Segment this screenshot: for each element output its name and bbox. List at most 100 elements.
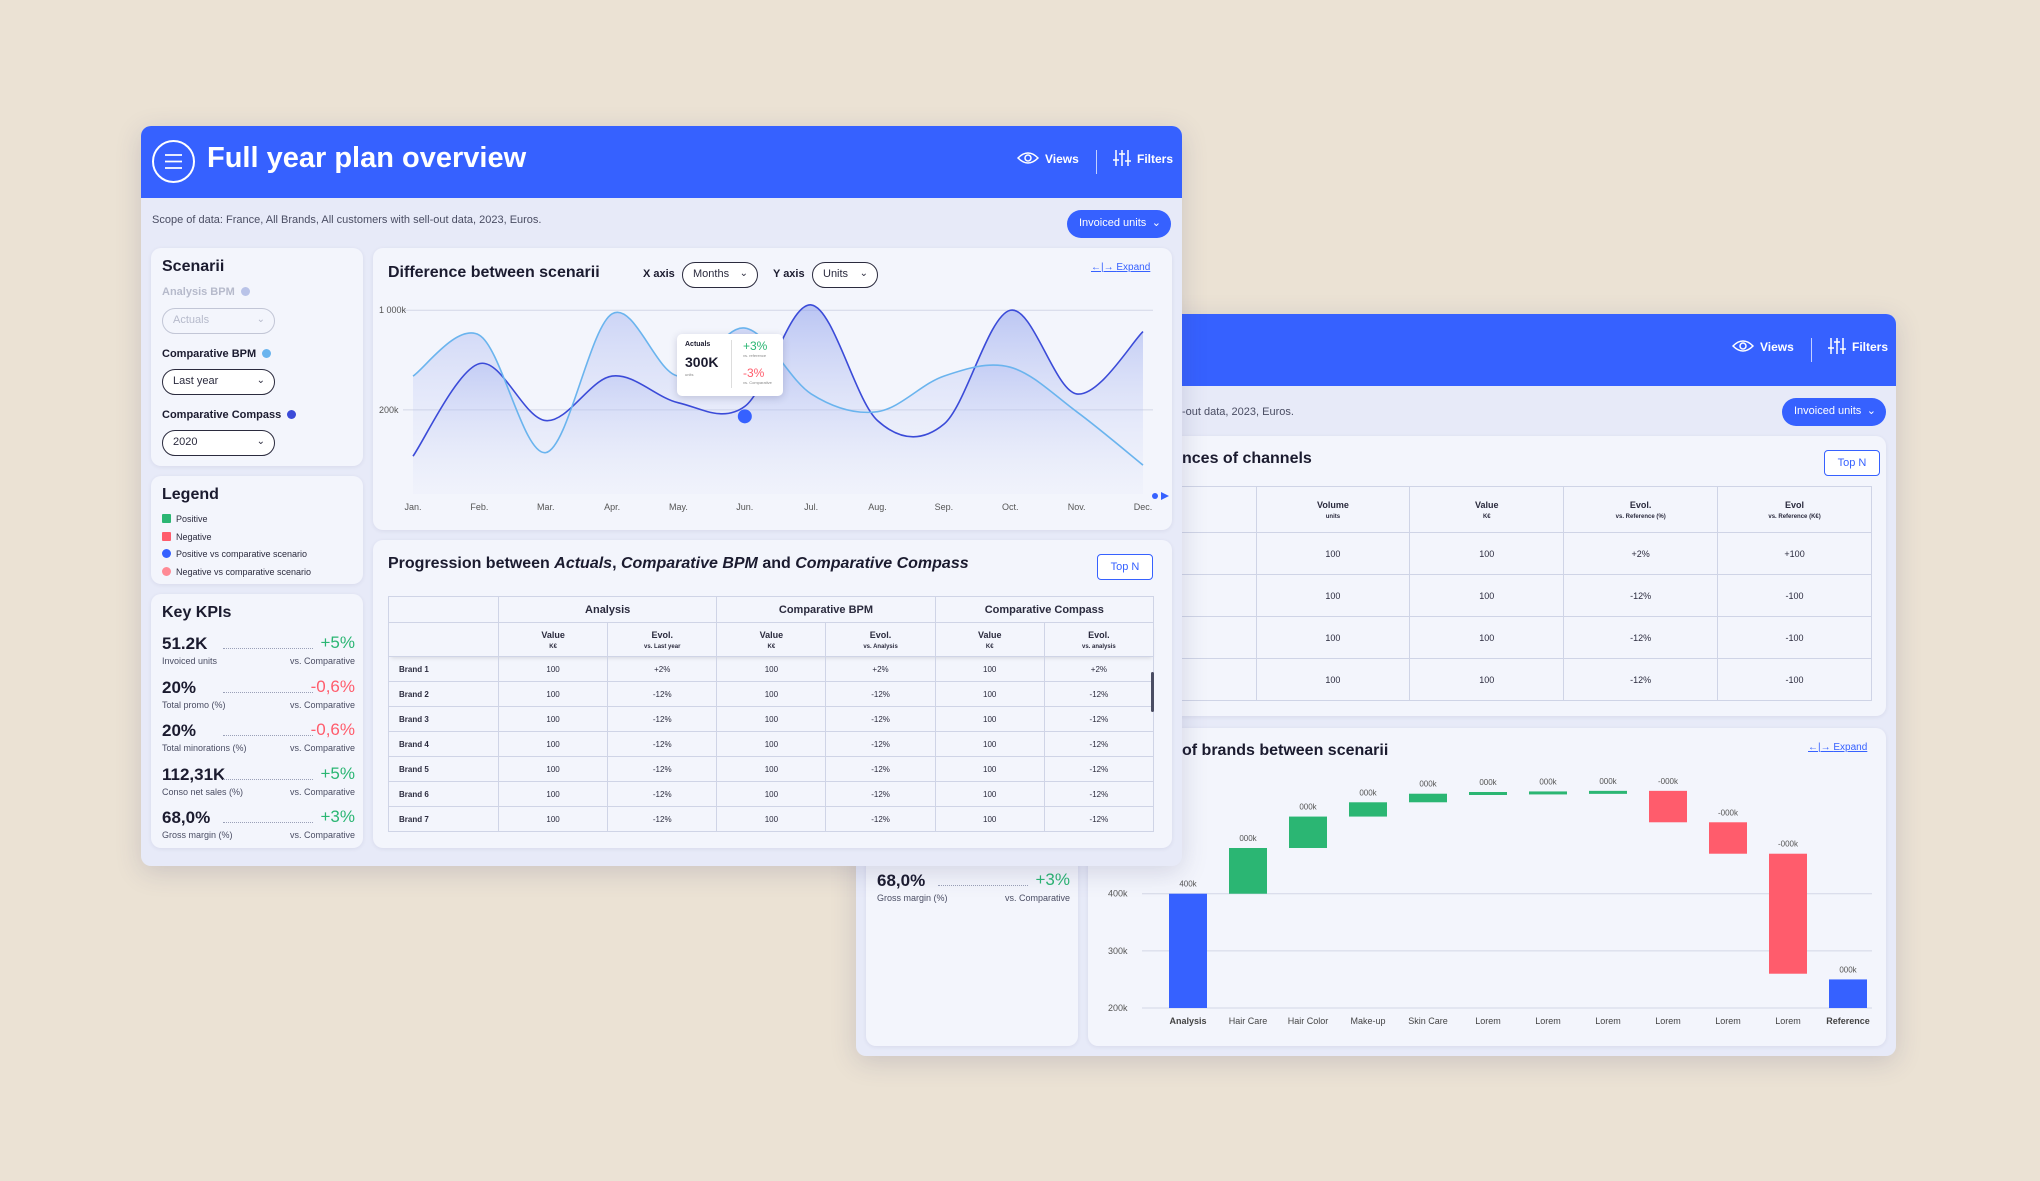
col-title: Volume xyxy=(1317,499,1349,510)
table-row[interactable]: Brand 3 100 -12% 100 -12% 100 -12% xyxy=(388,706,1155,732)
x-tick-label: Analysis xyxy=(1169,1016,1206,1026)
cell: 100 xyxy=(497,656,609,682)
compass-select[interactable]: 2020 ⌄ xyxy=(162,430,275,456)
table-row[interactable]: Brand 1 100 +2% 100 +2% 100 +2% xyxy=(388,656,1155,682)
tooltip-value: 300K xyxy=(685,354,719,370)
filters-button[interactable]: Filters xyxy=(1113,150,1174,166)
compass-value: 2020 xyxy=(173,436,198,448)
cell: 100 xyxy=(497,806,609,832)
cell: -12% xyxy=(1043,781,1155,807)
views-button[interactable]: Views xyxy=(1017,152,1079,166)
x-tick-label: Hair Color xyxy=(1288,1016,1329,1026)
table-row[interactable]: Brand 5 100 -12% 100 -12% 100 -12% xyxy=(388,756,1155,782)
kpi-label: Gross margin (%) xyxy=(877,892,948,903)
main-header-bar: Full year plan overview Views Filters xyxy=(141,126,1182,198)
back-filters-button[interactable]: Filters xyxy=(1828,338,1888,354)
waterfall-expand-link[interactable]: ←|→ Expand xyxy=(1808,742,1867,753)
expand-label: Expand xyxy=(1833,742,1868,753)
brand-cell: Brand 3 xyxy=(388,706,499,732)
data-label: 000k xyxy=(1599,777,1617,786)
kpi-comparison: vs. Comparative xyxy=(289,830,355,840)
data-label: 000k xyxy=(1839,965,1857,974)
cell: 100 xyxy=(716,656,827,682)
progression-title-part: , xyxy=(612,555,621,572)
kpi-item: 20% -0,6% Total minorations (%) vs. Compara… xyxy=(151,720,363,761)
table-row[interactable]: 100 100 +2% +100 xyxy=(1182,532,1872,575)
filters-label: Filters xyxy=(1137,152,1174,166)
back-unit-select[interactable]: Invoiced units ⌄ xyxy=(1782,398,1886,426)
progression-topn-button[interactable]: Top N xyxy=(1097,554,1153,580)
compass-label: Comparative Compass xyxy=(162,409,297,421)
cell: 100 xyxy=(497,731,609,757)
sub-header-title: Value xyxy=(541,629,565,640)
cell: -12% xyxy=(825,781,936,807)
kpi-label: Conso net sales (%) xyxy=(162,786,244,797)
kpi-value: 20% xyxy=(162,677,197,697)
brand-cell: Brand 4 xyxy=(388,731,499,757)
cell: +2% xyxy=(607,656,718,682)
header-divider xyxy=(1096,150,1097,174)
table-row[interactable]: 100 100 -12% -100 xyxy=(1182,574,1872,617)
group-header: Comparative BPM xyxy=(716,596,936,623)
brand-sub-header xyxy=(388,622,499,657)
kpi-comparison: vs. Comparative xyxy=(289,786,355,797)
scenarii-card: Scenarii Analysis BPM Actuals ⌄ Comparati… xyxy=(151,248,363,466)
back-views-button[interactable]: Views xyxy=(1732,340,1794,354)
cell: -12% xyxy=(1563,616,1719,659)
expand-link[interactable]: ←|→ Expand xyxy=(1091,262,1150,273)
progression-title-part: Comparative BPM xyxy=(620,555,758,572)
kpi-value: 68,0% xyxy=(162,808,211,827)
kpi-delta: +3% xyxy=(320,807,356,826)
sub-header-caption: vs. Last year xyxy=(644,643,681,650)
x-axis-label: X axis xyxy=(643,268,675,280)
cell: 100 xyxy=(497,781,609,807)
legend-item: Positive xyxy=(162,514,208,524)
kpi-dotted-line xyxy=(938,884,1028,886)
y-axis-select[interactable]: Units ⌄ xyxy=(812,262,878,288)
chevron-down-icon: ⌄ xyxy=(1866,405,1876,417)
cell: 100 xyxy=(1255,532,1411,575)
sub-header: Value K€ xyxy=(716,622,827,657)
menu-button[interactable] xyxy=(152,140,195,183)
legend-square-icon xyxy=(162,531,171,541)
kpi-dotted-line xyxy=(223,691,313,693)
back-unit-select-label: Invoiced units xyxy=(1794,405,1862,417)
analysis-bpm-select: Actuals ⌄ xyxy=(162,308,275,334)
chevron-down-icon: ⌄ xyxy=(1151,217,1161,229)
waterfall-bar xyxy=(1229,848,1267,894)
cell: 100 xyxy=(934,706,1045,732)
unit-select[interactable]: Invoiced units ⌄ xyxy=(1067,210,1171,238)
data-label: 000k xyxy=(1539,777,1557,786)
legend-label: Positive xyxy=(176,514,208,524)
cell: -12% xyxy=(825,681,936,707)
x-axis-select[interactable]: Months ⌄ xyxy=(682,262,758,288)
kpi-comparison: vs. Comparative xyxy=(289,656,355,666)
waterfall-bar xyxy=(1709,822,1747,854)
x-tick-label: Lorem xyxy=(1595,1016,1621,1026)
comparative-dot-icon xyxy=(262,349,272,358)
progression-title: Progression between Actuals, Comparative… xyxy=(388,555,969,573)
kpi-item: 68,0% +3% Gross margin (%) vs. Comparative xyxy=(866,870,1078,911)
chevron-down-icon: ⌄ xyxy=(859,268,868,279)
channels-topn-button[interactable]: Top N xyxy=(1824,450,1880,476)
table-row[interactable]: 100 100 -12% -100 xyxy=(1182,616,1872,659)
progression-title-part: Comparative Compass xyxy=(795,555,969,572)
col-title: Value xyxy=(1475,499,1499,510)
comparative-bpm-text: Comparative BPM xyxy=(162,348,257,360)
eye-icon xyxy=(1017,152,1039,164)
x-tick-label: Jan. xyxy=(404,502,421,512)
waterfall-bar xyxy=(1349,802,1387,817)
x-tick-label: Oct. xyxy=(1002,502,1019,512)
table-row[interactable]: Brand 7 100 -12% 100 -12% 100 -12% xyxy=(388,806,1155,832)
kpi-dotted-line xyxy=(223,648,313,649)
compass-text: Comparative Compass xyxy=(162,409,282,421)
table-row[interactable]: Brand 6 100 -12% 100 -12% 100 -12% xyxy=(388,781,1155,807)
comparative-bpm-value: Last year xyxy=(173,375,219,387)
comparative-bpm-select[interactable]: Last year ⌄ xyxy=(162,369,275,395)
table-row[interactable]: Brand 2 100 -12% 100 -12% 100 -12% xyxy=(388,681,1155,707)
table-row[interactable]: Brand 4 100 -12% 100 -12% 100 -12% xyxy=(388,731,1155,757)
cell: +100 xyxy=(1717,532,1872,575)
table-row[interactable]: 100 100 -12% -100 xyxy=(1182,658,1872,701)
table-scrollbar[interactable] xyxy=(1151,672,1154,712)
cell: 100 xyxy=(716,681,827,707)
